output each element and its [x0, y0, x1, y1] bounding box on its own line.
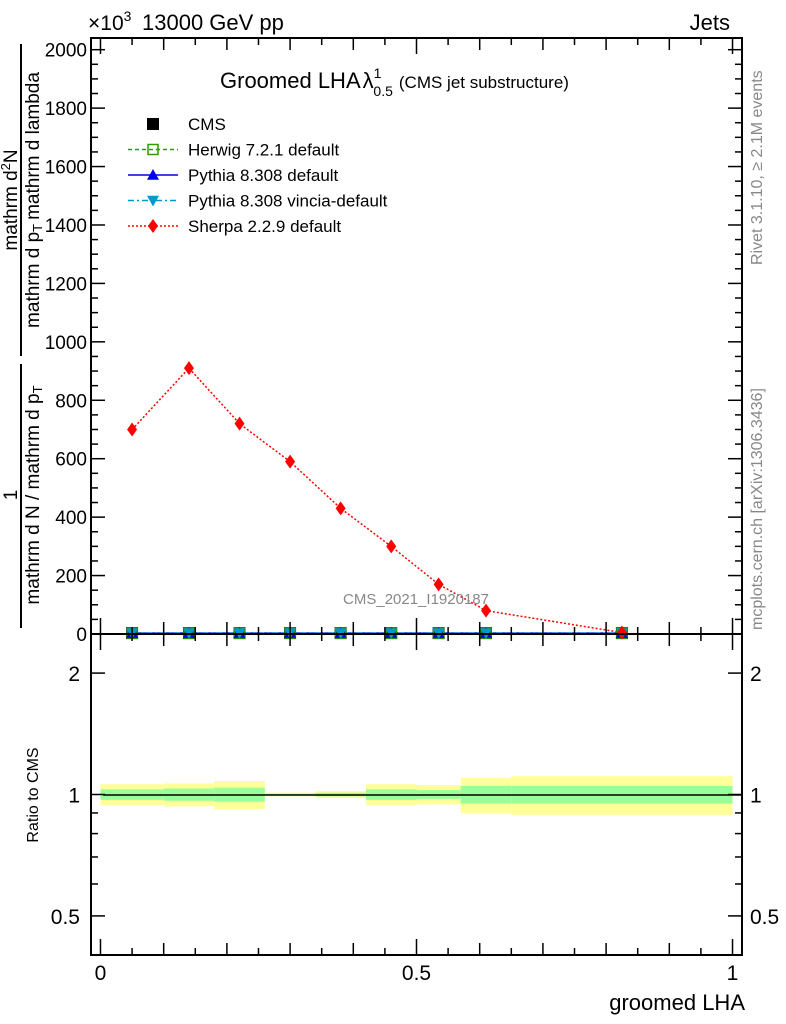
ylabel-one: 1 [1, 490, 22, 501]
y-tick-label: 400 [55, 508, 87, 529]
data-point-4-5 [386, 539, 397, 554]
ratio-y-tick-label-right: 0.5 [750, 906, 779, 929]
y-tick-label: 1600 [45, 158, 87, 179]
y-axis-label: 1 mathrm d N / mathrm d pT mathrm d2N ma… [0, 44, 45, 628]
header-right: Jets [690, 10, 730, 35]
data-point-4-6 [433, 577, 444, 592]
series-line-4 [131, 367, 623, 634]
y-tick-label: 600 [55, 450, 87, 471]
watermark: CMS_2021_I1920187 [343, 591, 489, 608]
plot-title: Groomed LHAλ1 0.5 (CMS jet substructure) [220, 65, 569, 99]
header-left: 13000 GeV pp [142, 10, 284, 35]
legend-label-1: Herwig 7.2.1 default [188, 141, 339, 160]
axis-ticks: 0 0.5 102004006008001000120014001600180020… [45, 38, 779, 985]
y-tick-label: 2000 [45, 41, 87, 62]
ylabel-numerator: mathrm d2N [0, 149, 22, 250]
y-multiplier: ×103 [88, 8, 132, 35]
legend-marker-3 [147, 195, 159, 207]
y-tick-label: 200 [55, 567, 87, 588]
ylabel-denominator-2: mathrm d pTmathrm d lambda [23, 72, 45, 328]
legend-marker-1 [147, 143, 159, 156]
ylabel-denominator: mathrm d N / mathrm d pT [23, 385, 45, 604]
x-tick-label: 0.5 [402, 962, 431, 985]
y-tick-label: 0 [76, 625, 87, 646]
data-point-4-0 [127, 422, 138, 437]
data-point-4-7 [481, 603, 492, 618]
ratio-y-tick-label-left: 2 [68, 663, 80, 686]
legend-label-2: Pythia 8.308 default [188, 166, 339, 185]
data-point-4-2 [234, 416, 245, 431]
y-tick-label: 1400 [45, 216, 87, 237]
x-axis-label: groomed LHA [609, 990, 745, 1015]
y-tick-label: 1000 [45, 333, 87, 354]
x-tick-label: 1 [727, 962, 739, 985]
data-point-4-4 [335, 501, 346, 516]
data-point-4-8 [616, 625, 627, 640]
ratio-y-tick-label-left: 0.5 [51, 906, 80, 929]
legend-label-0: CMS [188, 115, 226, 134]
legend-label-4: Sherpa 2.2.9 default [188, 217, 341, 236]
y-tick-label: 800 [55, 391, 87, 412]
legend-marker-0 [147, 118, 159, 130]
legend-marker-2 [147, 169, 159, 180]
mcplots-label: mcplots.cern.ch [arXiv:1306.3436] [749, 388, 766, 630]
x-tick-label: 0 [95, 962, 107, 985]
data-point-4-3 [285, 454, 296, 469]
rivet-label: Rivet 3.1.10, ≥ 2.1M events [749, 70, 766, 265]
ratio-y-tick-label-right: 1 [750, 785, 762, 808]
legend-marker-4 [148, 219, 158, 233]
data-point-4-1 [183, 361, 194, 376]
legend-label-3: Pythia 8.308 vincia-default [188, 192, 388, 211]
ratio-y-tick-label-right: 2 [750, 663, 762, 686]
y-tick-label: 1800 [45, 99, 87, 120]
legend: CMS Herwig 7.2.1 default Pythia 8.308 defa… [128, 115, 388, 236]
ratio-y-label: Ratio to CMS [25, 747, 42, 842]
ratio-y-tick-label-left: 1 [68, 785, 80, 808]
y-tick-label: 1200 [45, 274, 87, 295]
